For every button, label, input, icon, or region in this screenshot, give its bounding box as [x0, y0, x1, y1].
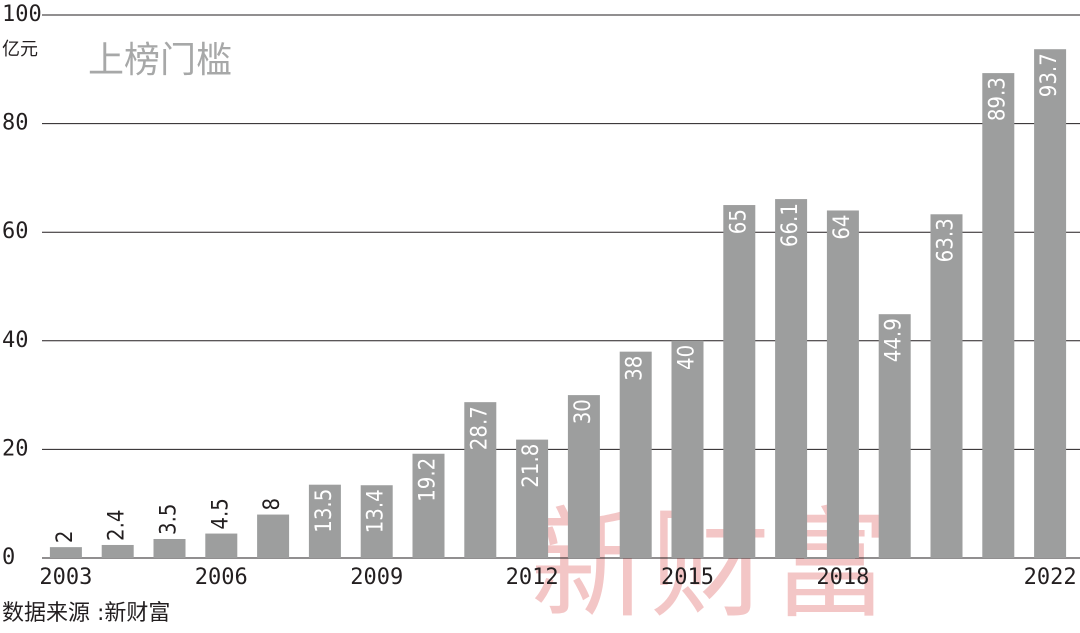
x-tick-label: 2003 — [39, 565, 92, 590]
bar — [930, 214, 963, 558]
x-tick-label: 2012 — [506, 565, 559, 590]
value-label: 13.4 — [364, 489, 389, 533]
x-tick-label: 2022 — [1024, 565, 1077, 590]
bar — [516, 439, 549, 558]
bar — [826, 210, 859, 559]
value-label: 66.1 — [778, 203, 803, 247]
value-label: 8 — [260, 498, 285, 511]
value-label: 3.5 — [157, 504, 182, 535]
bar — [308, 484, 341, 558]
y-tick-label: 100 — [2, 2, 42, 27]
y-tick-label: 20 — [2, 436, 29, 461]
bar — [412, 453, 445, 558]
bar — [878, 314, 911, 558]
value-label: 28.7 — [467, 406, 492, 450]
bar — [257, 514, 290, 558]
value-label: 19.2 — [416, 458, 441, 502]
y-tick-label: 60 — [2, 219, 29, 244]
bar — [205, 533, 238, 558]
bar — [982, 73, 1015, 558]
value-label: 40 — [675, 345, 700, 370]
x-tick-label: 2009 — [350, 565, 403, 590]
value-label: 64 — [830, 214, 855, 239]
bar — [49, 547, 82, 558]
value-label: 93.7 — [1037, 53, 1062, 97]
source: 数据来源 :新财富 — [2, 601, 170, 626]
value-label: 63.3 — [934, 218, 959, 262]
bar — [567, 395, 600, 558]
bar — [619, 351, 652, 558]
bar — [360, 485, 393, 558]
value-label: 2.4 — [105, 509, 130, 540]
bar — [101, 544, 134, 558]
bar — [1034, 49, 1067, 559]
value-label: 21.8 — [519, 444, 544, 488]
y-tick-label: 40 — [2, 328, 29, 353]
value-label: 4.5 — [208, 498, 233, 529]
value-label: 13.5 — [312, 489, 337, 533]
y-tick-label: 0 — [2, 545, 15, 570]
value-label: 89.3 — [985, 77, 1010, 121]
y-axis-label: 亿元 — [2, 39, 38, 60]
y-tick-label: 80 — [2, 111, 29, 136]
bar — [671, 340, 704, 558]
value-label: 65 — [726, 209, 751, 234]
chart-title: 上榜门槛 — [88, 40, 232, 81]
x-tick-label: 2015 — [661, 565, 714, 590]
bar — [153, 538, 186, 558]
bar — [723, 205, 756, 559]
bar — [775, 199, 808, 558]
x-tick-label: 2006 — [195, 565, 248, 590]
x-tick-label: 2018 — [816, 565, 869, 590]
value-label: 30 — [571, 399, 596, 424]
value-label: 2 — [53, 531, 78, 544]
value-label: 38 — [623, 356, 648, 381]
bar — [464, 402, 497, 558]
value-label: 44.9 — [882, 318, 907, 362]
